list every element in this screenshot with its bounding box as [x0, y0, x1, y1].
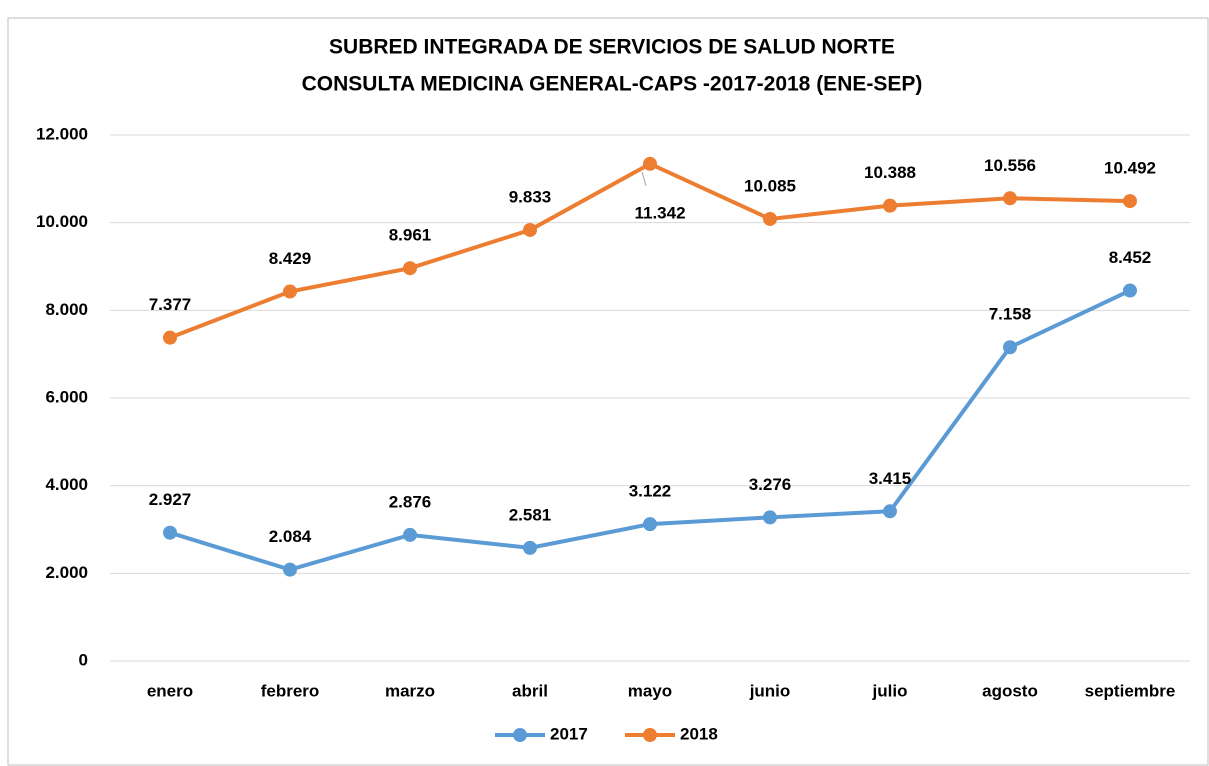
- y-tick-label: 2.000: [45, 563, 88, 582]
- chart-frame: [7, 17, 1209, 766]
- data-point: [763, 510, 777, 525]
- data-label: 2.084: [269, 527, 312, 546]
- data-label: 10.492: [1104, 159, 1156, 178]
- x-tick-label: agosto: [982, 681, 1038, 700]
- legend-label: 2018: [680, 724, 718, 743]
- x-tick-label: julio: [872, 681, 908, 700]
- data-label: 10.556: [984, 156, 1036, 175]
- data-point: [283, 284, 297, 299]
- x-tick-label: junio: [749, 681, 791, 700]
- data-point: [523, 222, 537, 237]
- data-label: 7.158: [989, 305, 1032, 324]
- x-tick-label: abril: [512, 681, 548, 700]
- data-point: [1123, 194, 1137, 209]
- y-tick-label: 4.000: [45, 475, 88, 494]
- y-tick-label: 8.000: [45, 300, 88, 319]
- data-point: [1003, 191, 1017, 206]
- data-label: 2.876: [389, 492, 432, 511]
- data-label: 9.833: [509, 187, 552, 206]
- data-point: [883, 198, 897, 213]
- x-tick-label: marzo: [385, 681, 435, 700]
- data-point: [1003, 340, 1017, 355]
- data-label: 8.452: [1109, 248, 1152, 267]
- data-point: [403, 261, 417, 276]
- data-point: [283, 562, 297, 577]
- data-label: 2.927: [149, 490, 192, 509]
- chart-subtitle: CONSULTA MEDICINA GENERAL-CAPS -2017-201…: [302, 73, 923, 96]
- data-label: 8.961: [389, 226, 432, 245]
- x-tick-label: enero: [147, 681, 193, 700]
- x-tick-label: mayo: [628, 681, 672, 700]
- y-tick-label: 12.000: [36, 124, 88, 143]
- data-point: [763, 211, 777, 226]
- data-label: 8.429: [269, 249, 312, 268]
- x-tick-label: septiembre: [1085, 681, 1176, 700]
- data-point: [163, 525, 177, 540]
- data-label: 7.377: [149, 295, 192, 314]
- legend-marker: [513, 728, 527, 742]
- data-label: 2.581: [509, 505, 552, 524]
- legend-label: 2017: [550, 724, 588, 743]
- data-label: 11.342: [634, 203, 685, 222]
- data-point: [643, 517, 657, 532]
- y-tick-label: 10.000: [36, 212, 88, 231]
- data-point: [403, 527, 417, 542]
- y-tick-label: 0: [79, 650, 88, 669]
- data-point: [1123, 283, 1137, 298]
- data-label: 3.415: [869, 469, 912, 488]
- y-tick-label: 6.000: [45, 387, 88, 406]
- data-label: 10.388: [864, 163, 916, 182]
- data-label: 3.122: [629, 482, 672, 501]
- data-point: [643, 156, 657, 171]
- data-point: [523, 540, 537, 555]
- x-tick-label: febrero: [261, 681, 320, 700]
- data-label: 10.085: [744, 176, 796, 195]
- data-label: 3.276: [749, 475, 792, 494]
- legend-marker: [643, 728, 657, 742]
- data-point: [163, 330, 177, 345]
- data-point: [883, 504, 897, 519]
- leader-line: [641, 171, 647, 186]
- chart-title: SUBRED INTEGRADA DE SERVICIOS DE SALUD N…: [329, 36, 895, 59]
